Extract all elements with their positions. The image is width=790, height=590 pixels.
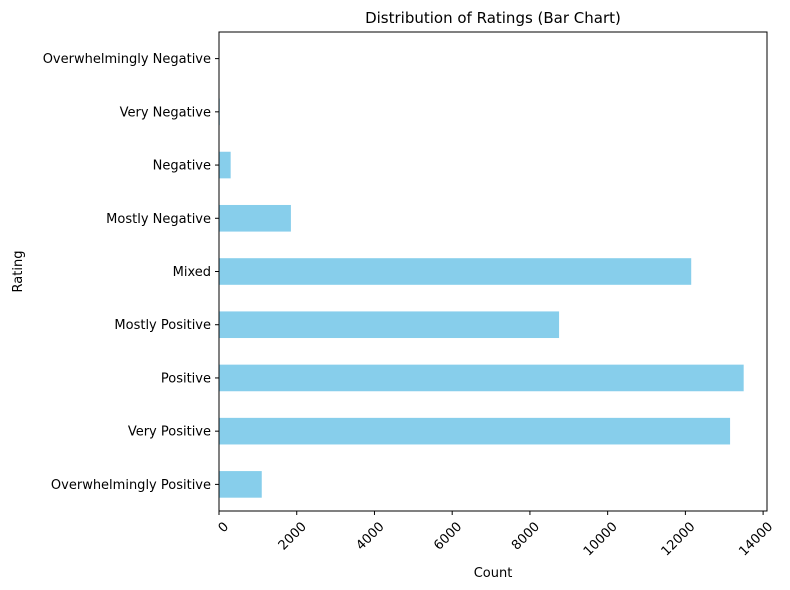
y-tick-label: Mostly Positive [114,318,211,333]
x-tick-label: 4000 [354,519,388,553]
x-tick-label: 10000 [581,519,621,559]
x-ticks-group: 0 2000 4000 6000 8000 10000 12000 14000 [216,511,776,559]
y-ticks-group: Overwhelmingly Positive Very Positive Posi… [43,52,219,493]
y-tick-label: Positive [161,371,211,386]
y-tick-label: Overwhelmingly Negative [43,52,211,67]
bar [219,311,560,339]
y-axis-label: Rating [11,251,26,293]
x-tick-label: 2000 [276,519,310,553]
bar [219,204,291,232]
y-tick-label: Very Positive [128,425,211,440]
bar [219,151,231,179]
y-tick-label: Negative [153,159,211,174]
x-tick-label: 8000 [509,519,543,553]
bar [219,364,744,392]
y-tick-label: Mostly Negative [106,212,211,227]
y-tick-label: Mixed [173,265,211,280]
x-tick-label: 14000 [736,519,776,559]
y-tick-label: Very Negative [120,105,211,120]
bar [219,417,731,445]
bar [219,471,262,498]
x-axis-label: Count [474,566,513,581]
bars-group [219,45,744,498]
x-tick-label: 0 [216,519,232,535]
y-tick-label: Overwhelmingly Positive [51,478,211,493]
x-tick-label: 12000 [659,519,699,559]
x-tick-label: 6000 [431,519,465,553]
chart-title: Distribution of Ratings (Bar Chart) [365,9,621,27]
bar [219,258,692,285]
